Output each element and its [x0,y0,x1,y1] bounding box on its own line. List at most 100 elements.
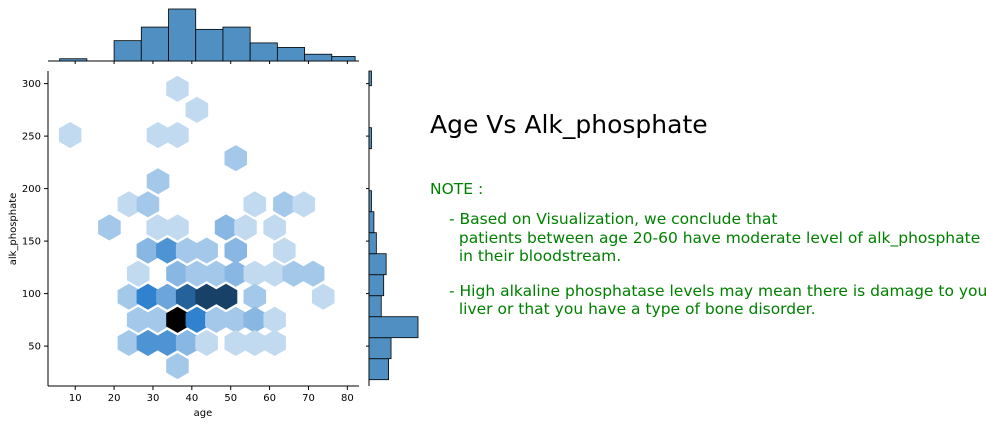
x-marginal-bar [222,26,251,62]
hexbin-cell [166,122,189,149]
hexbin-cell [214,283,238,310]
y-marginal-bar [368,190,372,213]
note-item: - High alkaline phosphatase levels may m… [449,281,986,319]
hexbin-cell [301,260,325,287]
y-axis-label: alk_phosphate [8,193,19,266]
y-tick-label: 300 [22,79,41,90]
y-marginal-bar [368,337,392,360]
hexbin-plot-area [58,75,335,380]
hexbin-cell [58,122,82,149]
hexbin-cell [185,306,209,333]
hexbin-cell [195,329,218,356]
x-tick-label: 30 [147,393,160,404]
x-marginal-bar [304,53,333,62]
y-marginal-bar [368,253,387,276]
hexbin-cell [117,329,141,356]
x-tick-label: 80 [341,393,354,404]
hexbin-cell [166,306,189,333]
hexbin-cell [243,260,267,287]
x-marginal-histogram [48,8,359,64]
hexbin-cell [136,191,160,218]
hexbin-cell [292,191,316,218]
hexbin-cell [195,237,218,264]
hexbin-cell [136,329,160,356]
hexbin-cell [175,329,199,356]
hexbin-cell [205,306,228,333]
hexbin-cell [146,214,169,241]
chart-title: Age Vs Alk_phosphate [430,110,708,139]
y-tick-label: 200 [22,184,41,195]
hexbin-cell [205,260,228,287]
y-tick-label: 150 [22,237,41,248]
joint-plot: 10 20 30 40 50 60 70 80 50 100 150 200 250 300 age a… [8,8,419,419]
hexbin-cell [224,329,247,356]
hexbin-cell [175,237,199,264]
hexbin-cell [117,283,141,310]
y-axis: 50 100 150 200 250 300 [22,71,49,386]
hexbin-cell [243,329,267,356]
note-panel: Age Vs Alk_phosphate NOTE : - Based on V… [430,110,986,319]
y-marginal-bar [368,70,372,87]
hexbin-cell [273,237,296,264]
hexbin-cell [166,353,189,380]
x-tick-label: 20 [108,393,121,404]
y-marginal-bar [368,295,382,318]
x-tick-label: 10 [69,393,82,404]
note-item: - Based on Visualization, we conclude th… [449,210,981,265]
hexbin-cell [282,260,305,287]
hexbin-cell [166,75,189,102]
y-marginal-bar [368,358,390,381]
hexbin-cell [243,191,267,218]
y-tick-label: 50 [28,342,41,353]
y-tick-label: 250 [22,132,41,143]
x-tick-label: 60 [263,393,276,404]
note-heading: NOTE : [430,180,484,198]
y-marginal-bar [368,232,377,255]
hexbin-cell [156,283,179,310]
hexbin-cell [263,306,286,333]
x-marginal-bar [168,8,197,62]
hexbin-cell [136,283,160,310]
x-marginal-bar [249,42,278,62]
x-tick-label: 70 [302,393,315,404]
y-marginal-bar [368,127,372,150]
hexbin-cell [185,96,209,123]
hexbin-cell [166,214,189,241]
hexbin-cell [224,260,247,287]
hexbin-cell [263,260,286,287]
hexbin-cell [156,329,179,356]
x-axis: 10 20 30 40 50 60 70 80 [48,385,359,404]
hexbin-cell [234,214,257,241]
hexbin-cell [263,214,286,241]
hexbin-cell [146,122,170,149]
hexbin-cell [136,237,160,264]
y-tick-label: 100 [22,289,41,300]
hexbin-cell [224,306,247,333]
y-marginal-bar [368,274,385,297]
hexbin-cell [195,283,218,310]
hexbin-cell [243,283,267,310]
hexbin-cell [98,214,121,241]
x-marginal-bar [195,28,224,62]
x-tick-label: 50 [224,393,237,404]
hexbin-cell [117,191,141,218]
hexbin-cell [146,168,170,195]
x-axis-label: age [194,408,213,419]
x-marginal-bar [113,40,142,62]
hexbin-cell [224,237,247,264]
hexbin-cell [312,283,335,310]
hexbin-cell [156,237,179,264]
hexbin-cell [214,214,238,241]
hexbin-cell [146,306,169,333]
hexbin-cell [273,191,296,218]
y-marginal-histogram [366,70,419,386]
y-marginal-bar [368,211,375,234]
x-marginal-bar [331,56,356,62]
hexbin-cell [263,329,286,356]
x-tick-label: 40 [185,393,198,404]
x-marginal-bar [140,26,169,62]
y-marginal-bar [368,316,419,339]
hexbin-cell [185,260,209,287]
hexbin-cell [126,306,150,333]
hexbin-cell [175,283,199,310]
